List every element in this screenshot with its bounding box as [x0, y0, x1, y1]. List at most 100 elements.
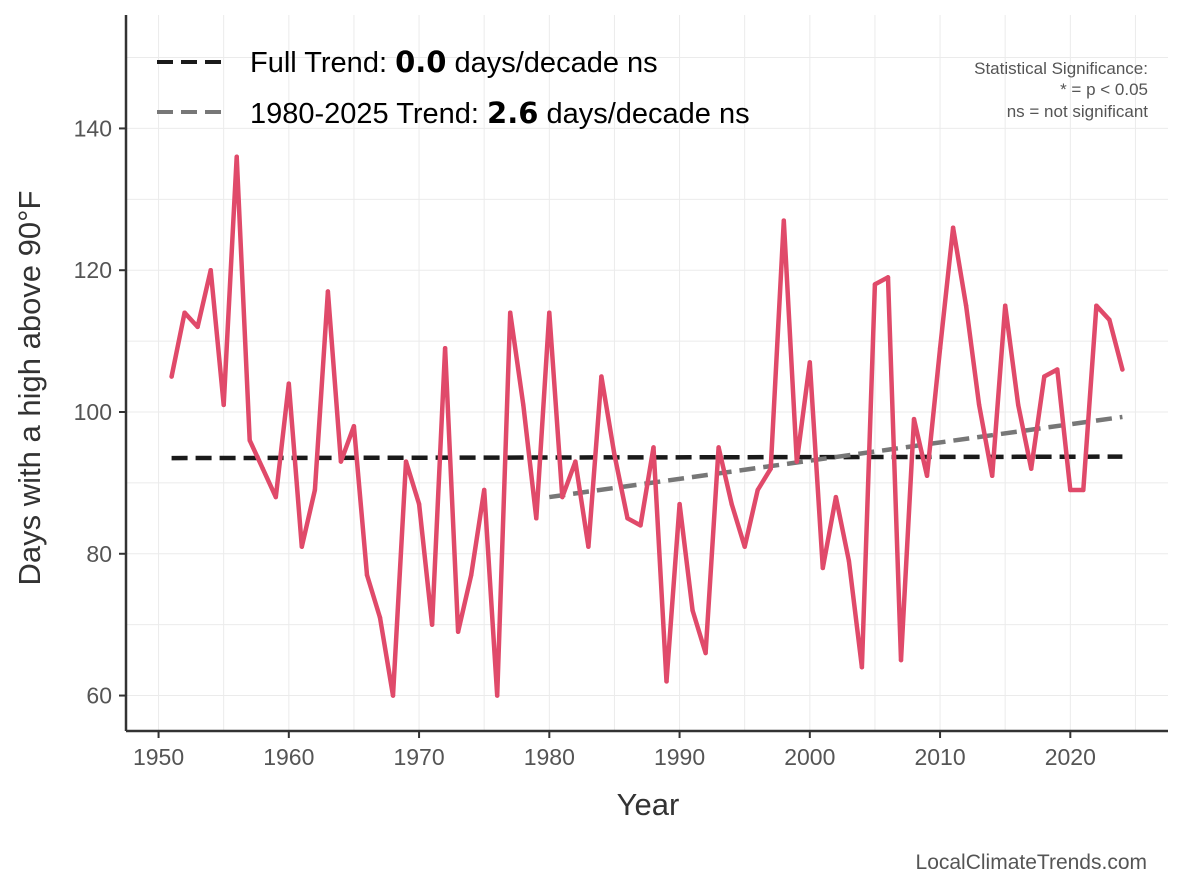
data-point	[599, 374, 604, 379]
ticks: 1950 1960 1970 1980 1990 2000 2010 2020 60 80 100 1…	[74, 115, 1096, 770]
recent-trend-line	[549, 414, 1123, 500]
x-tick-label: 2010	[914, 744, 965, 770]
data-series	[169, 154, 1125, 698]
data-point	[976, 402, 982, 408]
data-point	[1107, 317, 1112, 323]
data-point	[911, 416, 917, 422]
x-tick-label: 1950	[133, 744, 184, 770]
legend-recent-trend-label: 1980-2025 Trend: 2.6 days/decade ns	[250, 96, 750, 130]
data-point	[729, 501, 734, 507]
data-point	[534, 516, 539, 521]
data-point	[1094, 303, 1099, 308]
data-point	[364, 572, 370, 578]
data-point	[468, 572, 474, 578]
data-point	[859, 664, 865, 670]
legend: Full Trend: 0.0 days/decade ns 1980-2025…	[157, 45, 750, 130]
significance-note-title: Statistical Significance:	[974, 59, 1148, 78]
data-point	[560, 494, 565, 500]
data-point	[807, 360, 813, 365]
data-point	[390, 693, 396, 698]
legend-full-trend-label: Full Trend: 0.0 days/decade ns	[250, 45, 658, 79]
significance-note: Statistical Significance: * = p < 0.05 n…	[974, 59, 1148, 121]
data-point	[885, 275, 891, 280]
data-point	[312, 487, 318, 493]
data-point	[768, 466, 773, 471]
data-point	[508, 310, 513, 315]
data-point	[495, 693, 500, 698]
data-point	[1068, 487, 1073, 493]
data-point	[260, 466, 265, 471]
data-point	[898, 657, 904, 663]
data-point	[429, 622, 435, 627]
data-point	[169, 374, 174, 379]
trend-lines	[171, 414, 1123, 500]
data-point	[325, 289, 331, 294]
data-point	[416, 501, 422, 507]
data-point	[716, 445, 721, 450]
data-point	[377, 615, 383, 620]
x-tick-label: 2000	[784, 744, 835, 770]
data-point	[846, 558, 852, 564]
data-point	[273, 494, 278, 500]
data-point	[286, 381, 292, 386]
data-point	[1002, 303, 1008, 308]
data-point	[1016, 402, 1021, 408]
data-point	[208, 268, 213, 273]
data-point	[651, 445, 656, 450]
data-point	[872, 282, 878, 287]
data-point	[677, 501, 682, 507]
data-point	[703, 650, 708, 656]
data-point	[1081, 487, 1086, 493]
x-axis-title: Year	[617, 787, 680, 822]
data-point	[690, 608, 695, 613]
data-point	[664, 679, 669, 684]
data-point	[820, 565, 826, 571]
data-point	[338, 459, 344, 464]
data-point	[781, 218, 786, 223]
data-point	[924, 473, 930, 478]
data-point	[950, 225, 956, 230]
data-point	[833, 494, 839, 500]
y-tick-label: 60	[86, 683, 112, 709]
data-point	[1055, 367, 1060, 372]
data-point	[182, 310, 187, 315]
credit-text: LocalClimateTrends.com	[916, 851, 1147, 874]
data-point	[234, 154, 239, 159]
x-tick-label: 1970	[393, 744, 444, 770]
data-point	[937, 345, 943, 351]
data-point	[638, 523, 643, 528]
data-point	[299, 544, 305, 549]
data-point	[963, 303, 969, 308]
data-point	[1029, 466, 1034, 471]
data-point	[1042, 374, 1047, 379]
data-point	[547, 310, 552, 315]
data-point	[195, 324, 200, 330]
data-point	[351, 423, 357, 429]
x-tick-label: 1990	[654, 744, 705, 770]
data-point	[403, 459, 409, 464]
data-series-line	[169, 154, 1125, 698]
x-tick-label: 2020	[1045, 744, 1096, 770]
y-tick-label: 140	[74, 115, 112, 141]
data-point	[742, 544, 747, 549]
y-tick-label: 80	[86, 541, 112, 567]
data-point	[481, 487, 487, 493]
data-point	[794, 459, 799, 464]
data-point	[455, 629, 461, 634]
significance-note-line-1: * = p < 0.05	[1060, 80, 1148, 99]
data-point	[612, 452, 617, 457]
y-tick-label: 120	[74, 257, 112, 283]
x-tick-label: 1980	[524, 744, 575, 770]
y-axis-title: Days with a high above 90°F	[12, 191, 47, 586]
x-tick-label: 1960	[263, 744, 314, 770]
data-point	[755, 487, 760, 493]
data-point	[989, 473, 995, 478]
full-trend-line	[171, 454, 1123, 461]
data-point	[586, 544, 591, 549]
data-point	[521, 402, 526, 408]
y-tick-label: 100	[74, 399, 112, 425]
data-point	[573, 459, 578, 464]
data-point	[221, 402, 226, 408]
data-point	[442, 345, 448, 351]
